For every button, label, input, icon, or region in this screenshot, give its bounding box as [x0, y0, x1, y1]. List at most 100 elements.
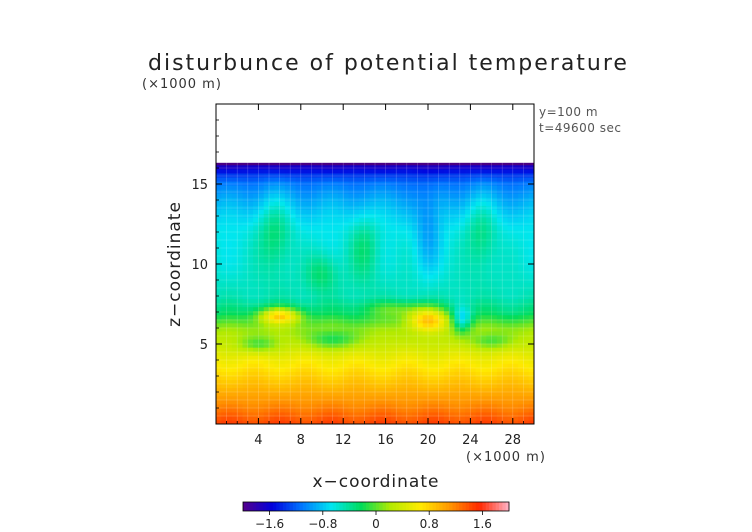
heatmap-cell — [269, 330, 275, 336]
heatmap-cell — [337, 415, 344, 421]
heatmap-cell — [348, 189, 355, 194]
heatmap-cell — [385, 185, 392, 190]
heatmap-cell — [332, 241, 339, 247]
heatmap-cell — [390, 343, 397, 348]
heatmap-cell — [369, 383, 376, 389]
heatmap-cell — [359, 249, 365, 255]
heatmap-cell — [401, 399, 408, 405]
heatmap-cell — [290, 201, 297, 206]
heatmap-cell — [226, 379, 233, 385]
heatmap-cell — [396, 229, 403, 235]
heatmap-cell — [327, 217, 334, 223]
heatmap-cell — [284, 334, 291, 340]
heatmap-cell — [263, 221, 270, 227]
heatmap-cell — [295, 363, 302, 368]
heatmap-cell — [449, 286, 456, 291]
heatmap-cell — [242, 253, 249, 259]
heatmap-cell — [359, 270, 365, 275]
heatmap-cell — [486, 391, 493, 397]
heatmap-cell — [348, 322, 355, 328]
heatmap-cell — [396, 411, 403, 417]
heatmap-cell — [475, 229, 482, 235]
heatmap-cell — [443, 351, 450, 356]
heatmap-cell — [327, 286, 334, 291]
heatmap-cell — [449, 176, 456, 182]
heatmap-cell — [316, 168, 323, 174]
heatmap-cell — [300, 302, 307, 308]
colorbar-segment — [412, 502, 417, 511]
heatmap-cell — [396, 233, 403, 239]
heatmap-cell — [454, 270, 461, 275]
heatmap-cell — [491, 221, 498, 227]
heatmap-cell — [311, 395, 318, 401]
heatmap-cell — [269, 253, 275, 259]
heatmap-cell — [290, 168, 297, 174]
heatmap-cell — [353, 197, 360, 202]
heatmap-cell — [300, 391, 307, 397]
heatmap-cell — [528, 395, 534, 401]
heatmap-cell — [231, 290, 238, 295]
heatmap-cell — [253, 338, 259, 344]
heatmap-cell — [459, 347, 466, 352]
heatmap-cell — [449, 379, 456, 385]
heatmap-cell — [406, 310, 413, 316]
heatmap-cell — [369, 403, 376, 409]
heatmap-cell — [523, 233, 530, 239]
heatmap-cell — [507, 270, 514, 275]
heatmap-cell — [459, 205, 466, 210]
heatmap-cell — [359, 181, 365, 186]
heatmap-cell — [274, 379, 281, 385]
heatmap-cell — [295, 257, 302, 263]
heatmap-cell — [507, 209, 514, 214]
heatmap-cell — [496, 164, 503, 170]
heatmap-cell — [491, 213, 498, 219]
heatmap-cell — [284, 383, 291, 389]
heatmap-cell — [269, 185, 275, 190]
heatmap-cell — [375, 294, 381, 300]
heatmap-cell — [390, 355, 397, 360]
heatmap-cell — [502, 326, 509, 332]
heatmap-cell — [433, 286, 440, 291]
heatmap-cell — [231, 274, 238, 279]
heatmap-cell — [433, 282, 440, 287]
heatmap-cell — [231, 185, 238, 190]
heatmap-cell — [295, 395, 302, 401]
heatmap-cell — [422, 399, 429, 405]
heatmap-cell — [481, 375, 487, 381]
heatmap-cell — [502, 237, 509, 243]
heatmap-cell — [242, 233, 249, 239]
heatmap-cell — [412, 266, 418, 271]
heatmap-cell — [279, 209, 286, 214]
heatmap-cell — [327, 282, 334, 287]
heatmap-cell — [226, 282, 233, 287]
heatmap-cell — [380, 351, 387, 356]
heatmap-cell — [258, 347, 265, 352]
heatmap-cell — [258, 249, 265, 255]
heatmap-cell — [221, 209, 228, 214]
heatmap-cell — [385, 379, 392, 385]
heatmap-cell — [454, 253, 461, 259]
heatmap-cell — [364, 347, 371, 352]
heatmap-cell — [343, 241, 350, 247]
heatmap-cell — [380, 221, 387, 227]
heatmap-cell — [274, 310, 281, 316]
heatmap-cell — [337, 181, 344, 186]
heatmap-cell — [290, 172, 297, 178]
heatmap-cell — [454, 176, 461, 182]
heatmap-cell — [502, 233, 509, 239]
heatmap-cell — [242, 185, 249, 190]
heatmap-cell — [316, 391, 323, 397]
heatmap-cell — [454, 391, 461, 397]
heatmap-cell — [380, 322, 387, 328]
heatmap-cell — [226, 172, 233, 178]
heatmap-cell — [247, 217, 254, 223]
heatmap-cell — [316, 176, 323, 182]
heatmap-cell — [295, 172, 302, 178]
heatmap-cell — [253, 322, 259, 328]
heatmap-cell — [465, 225, 471, 231]
heatmap-cell — [311, 249, 318, 255]
heatmap-cell — [295, 322, 302, 328]
heatmap-cell — [258, 334, 265, 340]
heatmap-cell — [258, 245, 265, 251]
heatmap-cell — [385, 164, 392, 170]
